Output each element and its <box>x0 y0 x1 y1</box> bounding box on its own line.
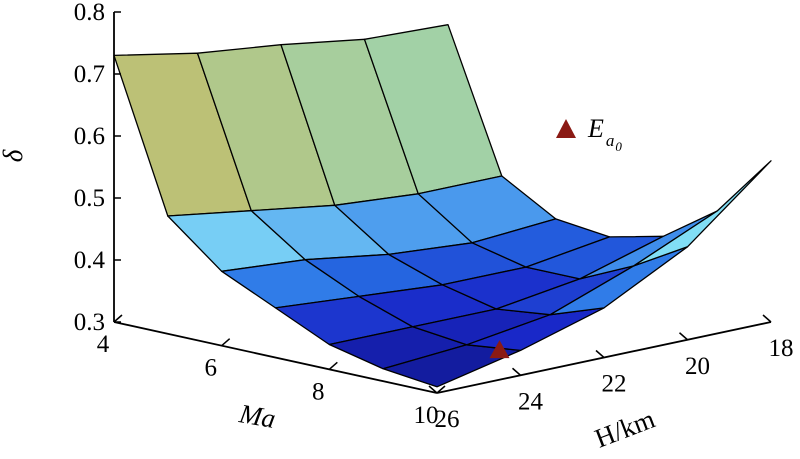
ma-axis-line <box>113 321 438 394</box>
h-tick-label: 22 <box>602 371 627 398</box>
delta-tick-label: 0.8 <box>74 0 105 26</box>
h-tick-label: 24 <box>518 388 544 415</box>
tick-mark <box>512 367 521 376</box>
surface-patch <box>633 160 772 267</box>
z-axis-title: δ <box>0 149 28 162</box>
tick-mark <box>679 332 688 341</box>
tick-mark <box>221 338 231 347</box>
ma-tick-label: 10 <box>414 402 439 429</box>
ma-tick-label: 4 <box>97 331 110 358</box>
e-a0-point-marker <box>489 340 510 359</box>
tick-mark <box>595 349 605 359</box>
tick-labels: 0.3 0.4 0.5 0.6 0.7 0.8 4 6 8 10 18 20 22 24 26 <box>74 0 794 433</box>
h-axis-title: H/km <box>591 404 659 454</box>
delta-tick-label: 0.7 <box>74 61 105 88</box>
ma-tick-label: 8 <box>312 378 325 405</box>
tick-mark <box>113 314 123 323</box>
legend-label-subsub: 0 <box>615 139 622 154</box>
ma-tick-label: 6 <box>204 355 217 382</box>
legend-triangle-marker <box>556 119 576 138</box>
delta-tick-label: 0.5 <box>74 185 105 212</box>
surface-grid <box>113 24 772 388</box>
tick-mark <box>428 385 438 394</box>
legend-label-main: E <box>587 114 604 143</box>
delta-tick-label: 0.3 <box>74 309 105 336</box>
delta-tick-label: 0.4 <box>74 247 106 274</box>
ma-axis-title: Ma <box>236 398 278 434</box>
legend-label-sub: a <box>606 131 615 150</box>
tick-mark <box>328 361 338 370</box>
h-tick-label: 20 <box>685 353 710 380</box>
h-tick-label: 26 <box>435 406 460 433</box>
tick-mark <box>762 314 772 323</box>
delta-tick-label: 0.6 <box>74 123 105 150</box>
h-tick-label: 18 <box>769 335 794 362</box>
tick-mark <box>436 385 446 394</box>
